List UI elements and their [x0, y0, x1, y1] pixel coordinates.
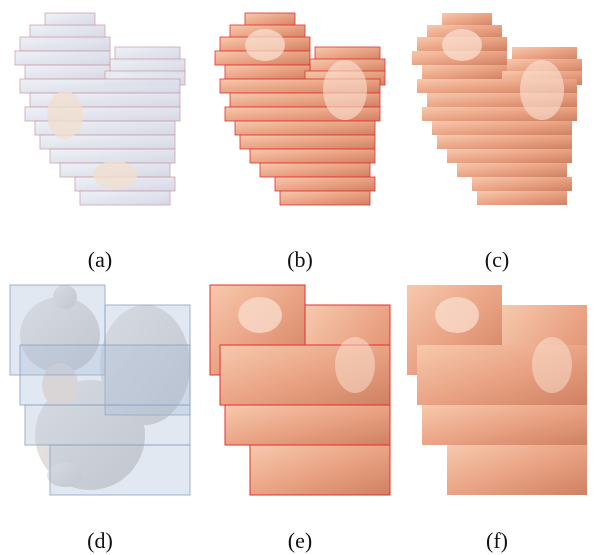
bounding-box [25, 405, 190, 445]
highlight [520, 60, 564, 120]
highlight [47, 91, 83, 139]
slab [235, 121, 375, 135]
highlight [238, 297, 282, 333]
slab [20, 79, 180, 93]
highlight [435, 297, 479, 333]
slab [437, 135, 572, 149]
highlight [442, 29, 482, 61]
bounding-box [20, 345, 190, 405]
slab [240, 135, 375, 149]
panel [412, 13, 582, 205]
slab [225, 65, 310, 79]
box [225, 405, 390, 445]
panel [15, 13, 185, 205]
box [422, 405, 587, 445]
slab [457, 163, 567, 177]
panel [210, 285, 390, 495]
slab [422, 65, 507, 79]
slab [280, 191, 370, 205]
highlight [93, 161, 137, 189]
panel [407, 285, 587, 495]
highlight [335, 337, 375, 393]
slab [477, 191, 567, 205]
slab [442, 13, 492, 27]
highlight [323, 60, 367, 120]
panel [10, 285, 190, 495]
highlight [245, 29, 285, 61]
subfigure-label: (a) [88, 247, 112, 272]
subfigure-label: (c) [485, 247, 509, 272]
subfigure-label: (e) [288, 528, 312, 553]
slab [15, 51, 110, 65]
slab [275, 177, 375, 191]
bounding-box [50, 445, 190, 495]
subfigure-label: (b) [287, 247, 313, 272]
slab [80, 191, 170, 205]
figure: (a) (b) (c) (d) (e) (f) [0, 0, 597, 555]
slab [447, 149, 572, 163]
panel [215, 13, 385, 205]
slab [20, 37, 110, 51]
box [447, 445, 587, 495]
slab [472, 177, 572, 191]
slab [432, 121, 572, 135]
slab [250, 149, 375, 163]
slab [50, 149, 175, 163]
slab [512, 47, 577, 61]
subfigure-label: (f) [486, 528, 508, 553]
slab [260, 163, 370, 177]
slab [25, 65, 110, 79]
subfigure-label: (d) [87, 528, 113, 553]
highlight [532, 337, 572, 393]
box [250, 445, 390, 495]
